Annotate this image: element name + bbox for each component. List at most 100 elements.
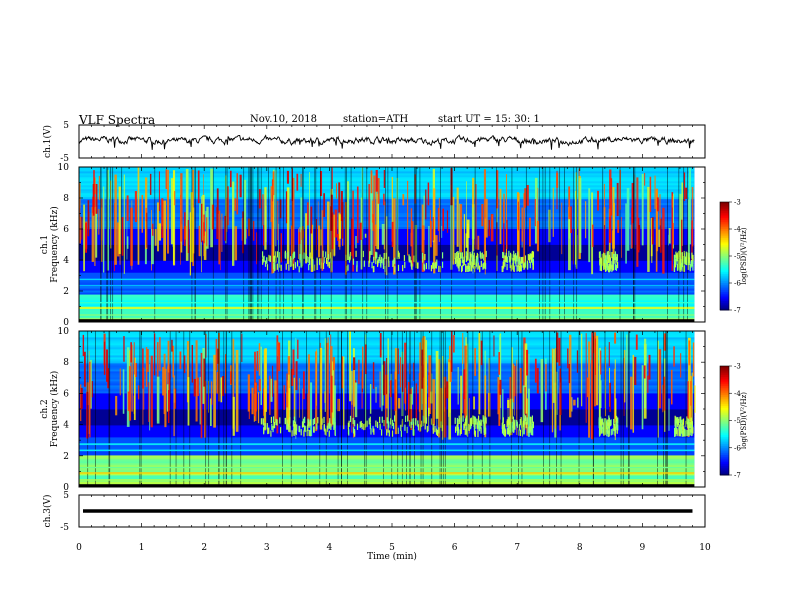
burst-core bbox=[480, 340, 483, 366]
burst-core bbox=[272, 365, 274, 397]
burst-core bbox=[161, 198, 164, 227]
burst-core bbox=[524, 387, 526, 415]
spectral-band bbox=[79, 167, 695, 170]
y-axis-channel-label: ch.1 bbox=[40, 235, 50, 254]
impulse-line bbox=[573, 167, 575, 322]
impulse-line bbox=[231, 331, 233, 487]
impulse-line bbox=[107, 167, 109, 322]
chorus-element bbox=[519, 419, 521, 426]
colorbar-cell bbox=[720, 306, 729, 309]
burst-core bbox=[643, 365, 646, 379]
sferic-burst bbox=[375, 386, 377, 403]
chorus-element bbox=[460, 421, 462, 428]
burst-core bbox=[159, 337, 161, 371]
chorus-element bbox=[611, 251, 613, 259]
burst-core bbox=[425, 189, 427, 220]
chorus-element bbox=[296, 424, 298, 431]
chorus-element bbox=[689, 429, 691, 436]
impulse-line bbox=[576, 167, 578, 322]
spectral-band bbox=[79, 409, 695, 412]
chorus-element bbox=[398, 252, 400, 259]
sferic-burst bbox=[122, 369, 125, 414]
chorus-element bbox=[313, 426, 315, 433]
chorus-element bbox=[325, 257, 328, 264]
sferic-burst bbox=[465, 233, 468, 248]
impulse-line bbox=[226, 167, 228, 322]
impulse-line bbox=[275, 167, 277, 322]
x-tick-label: 9 bbox=[640, 543, 646, 553]
impulse-line bbox=[109, 331, 111, 487]
sferic-burst bbox=[588, 188, 591, 263]
chorus-element bbox=[266, 257, 268, 264]
chorus-element bbox=[512, 421, 515, 428]
chorus-element bbox=[466, 265, 468, 272]
burst-core bbox=[443, 384, 445, 412]
chorus-element bbox=[460, 266, 463, 273]
burst-core bbox=[216, 188, 219, 214]
chorus-element bbox=[272, 262, 275, 270]
y-tick-label: 10 bbox=[58, 163, 70, 173]
chorus-element bbox=[616, 427, 618, 434]
chorus-element bbox=[689, 264, 691, 271]
chorus-element bbox=[599, 264, 601, 271]
burst-core bbox=[517, 201, 519, 231]
sferic-burst bbox=[381, 223, 385, 245]
sferic-burst bbox=[472, 207, 474, 274]
burst-core bbox=[168, 390, 170, 423]
chorus-element bbox=[368, 260, 370, 268]
chorus-element bbox=[512, 416, 515, 423]
burst-core bbox=[172, 345, 175, 378]
chorus-element bbox=[316, 423, 318, 430]
sferic-burst bbox=[137, 167, 140, 265]
burst-core bbox=[671, 222, 674, 245]
chorus-element bbox=[458, 265, 460, 272]
burst-core bbox=[437, 207, 440, 231]
sferic-burst bbox=[377, 193, 379, 250]
chorus-element bbox=[413, 422, 415, 429]
chorus-element bbox=[326, 425, 328, 432]
colorbar-cell bbox=[720, 216, 729, 219]
colorbar-tick-label: -4 bbox=[734, 390, 741, 398]
sferic-burst bbox=[585, 333, 587, 423]
chorus-element bbox=[411, 263, 413, 270]
chorus-element bbox=[674, 255, 676, 262]
impulse-line bbox=[431, 331, 433, 487]
harmonic-line bbox=[79, 443, 695, 445]
chorus-element bbox=[485, 250, 487, 258]
chorus-element bbox=[352, 427, 355, 434]
chorus-element bbox=[675, 428, 677, 435]
chorus-element bbox=[460, 252, 462, 259]
burst-core bbox=[681, 219, 683, 259]
burst-core bbox=[258, 189, 261, 209]
chorus-element bbox=[468, 423, 470, 431]
chorus-element bbox=[517, 258, 519, 265]
colorbar-cell bbox=[720, 420, 729, 423]
chorus-element bbox=[601, 420, 603, 427]
chorus-element bbox=[691, 260, 693, 267]
spectral-band bbox=[79, 439, 695, 442]
chorus-element bbox=[375, 257, 377, 265]
chorus-element bbox=[423, 263, 425, 270]
chorus-element bbox=[524, 415, 527, 422]
spectral-band bbox=[79, 455, 695, 458]
impulse-line bbox=[106, 167, 108, 322]
chorus-element bbox=[381, 256, 383, 264]
chorus-element bbox=[502, 261, 504, 268]
chorus-element bbox=[505, 255, 507, 263]
chorus-element bbox=[402, 264, 404, 272]
chorus-element bbox=[404, 424, 406, 431]
chorus-element bbox=[607, 250, 609, 258]
sferic-burst bbox=[469, 398, 470, 434]
chorus-element bbox=[520, 420, 523, 428]
chorus-element bbox=[519, 261, 522, 268]
chorus-element bbox=[481, 252, 483, 259]
burst-core bbox=[146, 212, 148, 248]
impulse-line bbox=[87, 331, 89, 487]
impulse-line bbox=[175, 331, 177, 487]
chorus-element bbox=[329, 422, 331, 429]
spectral-band bbox=[79, 457, 695, 460]
chorus-element bbox=[388, 256, 390, 263]
impulse-line bbox=[302, 167, 304, 322]
burst-core bbox=[591, 224, 594, 248]
chorus-element bbox=[531, 251, 533, 258]
